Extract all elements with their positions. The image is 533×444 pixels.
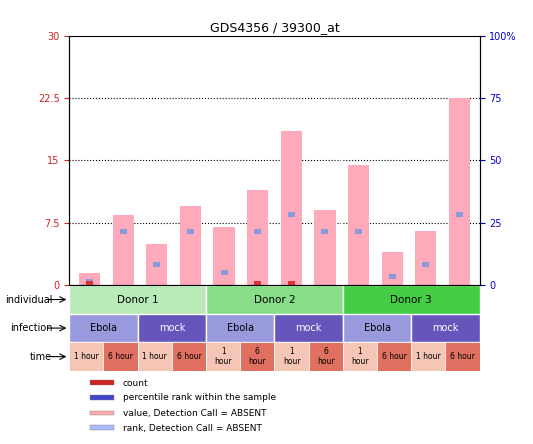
Bar <box>348 165 369 285</box>
Text: Donor 3: Donor 3 <box>391 294 432 305</box>
Bar <box>288 212 295 217</box>
Bar <box>321 229 328 234</box>
Text: Donor 1: Donor 1 <box>117 294 158 305</box>
Bar <box>281 131 302 285</box>
Text: Ebola: Ebola <box>90 323 117 333</box>
Bar <box>213 227 235 285</box>
Bar <box>112 214 134 285</box>
Text: rank, Detection Call = ABSENT: rank, Detection Call = ABSENT <box>123 424 262 432</box>
Text: 1
hour: 1 hour <box>214 347 232 366</box>
FancyBboxPatch shape <box>90 381 115 385</box>
FancyBboxPatch shape <box>206 342 240 371</box>
FancyBboxPatch shape <box>90 395 115 400</box>
Bar <box>456 212 463 217</box>
Text: mock: mock <box>432 323 459 333</box>
FancyBboxPatch shape <box>343 285 480 314</box>
Text: 1 hour: 1 hour <box>142 352 167 361</box>
Text: mock: mock <box>159 323 185 333</box>
FancyBboxPatch shape <box>69 314 138 342</box>
Text: 1
hour: 1 hour <box>351 347 369 366</box>
FancyBboxPatch shape <box>446 342 480 371</box>
Text: 1 hour: 1 hour <box>416 352 441 361</box>
Bar <box>153 262 160 267</box>
FancyBboxPatch shape <box>103 342 138 371</box>
FancyBboxPatch shape <box>138 342 172 371</box>
FancyBboxPatch shape <box>206 314 274 342</box>
Text: 6
hour: 6 hour <box>248 347 266 366</box>
Bar <box>389 274 396 279</box>
FancyBboxPatch shape <box>90 425 115 430</box>
Bar <box>254 229 261 234</box>
Text: mock: mock <box>295 323 322 333</box>
Text: time: time <box>30 352 52 361</box>
Text: 6 hour: 6 hour <box>382 352 407 361</box>
FancyBboxPatch shape <box>172 342 206 371</box>
Bar <box>415 231 437 285</box>
FancyBboxPatch shape <box>206 285 343 314</box>
FancyBboxPatch shape <box>69 285 206 314</box>
Text: 1
hour: 1 hour <box>283 347 301 366</box>
Text: infection: infection <box>10 323 52 333</box>
FancyBboxPatch shape <box>377 342 411 371</box>
FancyBboxPatch shape <box>240 342 274 371</box>
FancyBboxPatch shape <box>69 342 103 371</box>
Text: percentile rank within the sample: percentile rank within the sample <box>123 393 276 402</box>
Bar <box>355 229 362 234</box>
Bar <box>247 190 268 285</box>
Text: count: count <box>123 379 148 388</box>
FancyBboxPatch shape <box>411 314 480 342</box>
Bar <box>382 252 403 285</box>
Bar <box>86 281 93 285</box>
Bar <box>254 281 261 285</box>
FancyBboxPatch shape <box>343 342 377 371</box>
Text: value, Detection Call = ABSENT: value, Detection Call = ABSENT <box>123 409 266 418</box>
Text: Ebola: Ebola <box>227 323 254 333</box>
Bar <box>422 262 430 267</box>
Text: 6
hour: 6 hour <box>317 347 335 366</box>
FancyBboxPatch shape <box>411 342 446 371</box>
Text: 1 hour: 1 hour <box>74 352 99 361</box>
Bar <box>180 206 201 285</box>
Bar <box>187 229 194 234</box>
Bar <box>79 273 100 285</box>
FancyBboxPatch shape <box>309 342 343 371</box>
Text: individual: individual <box>5 294 52 305</box>
Bar <box>221 270 228 275</box>
Bar <box>146 244 167 285</box>
FancyBboxPatch shape <box>138 314 206 342</box>
Bar <box>288 281 295 285</box>
FancyBboxPatch shape <box>274 342 309 371</box>
Text: Donor 2: Donor 2 <box>254 294 295 305</box>
Bar <box>86 279 93 284</box>
Bar <box>119 229 127 234</box>
Text: 6 hour: 6 hour <box>450 352 475 361</box>
Bar <box>449 98 470 285</box>
Title: GDS4356 / 39300_at: GDS4356 / 39300_at <box>209 21 340 34</box>
Text: 6 hour: 6 hour <box>108 352 133 361</box>
FancyBboxPatch shape <box>343 314 411 342</box>
Text: 6 hour: 6 hour <box>176 352 201 361</box>
Bar <box>314 210 336 285</box>
FancyBboxPatch shape <box>90 411 115 415</box>
Text: Ebola: Ebola <box>364 323 391 333</box>
FancyBboxPatch shape <box>274 314 343 342</box>
